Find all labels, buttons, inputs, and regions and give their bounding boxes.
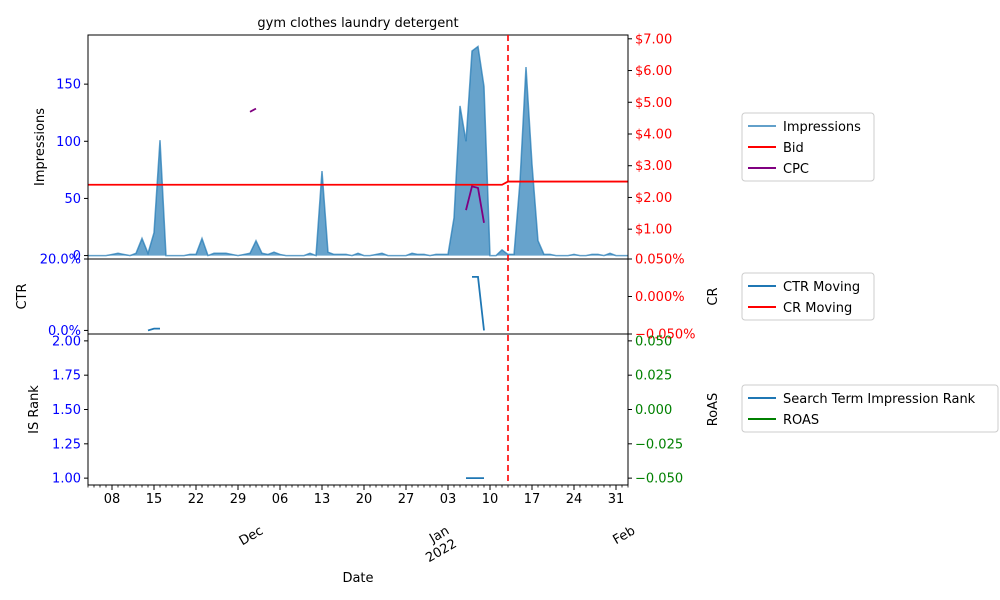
ctr-moving-line-1 <box>472 275 485 331</box>
x-axis: 08 15 22 29 06 13 20 27 03 10 17 24 31 Dec Jan2022 Feb <box>87 485 638 566</box>
right-axis-label: RoAS <box>706 393 721 427</box>
x-month-label-line: Dec <box>237 523 266 549</box>
x-tick-label: 15 <box>146 492 163 507</box>
left-tick-label: 1.75 <box>52 369 81 384</box>
bottom-legend-box <box>741 384 999 433</box>
right-tick-label: 0.025 <box>635 369 672 384</box>
x-tick-label: 27 <box>398 492 415 507</box>
panel-ctr: 0.0% 20.0% −0.050% 0.000% 0.050% CTR CR <box>15 253 721 343</box>
right-tick-label: $7.00 <box>635 32 672 47</box>
left-tick-label: 0.0% <box>48 324 81 339</box>
ctr-moving-line-0 <box>147 327 160 332</box>
chart-title: gym clothes laundry detergent <box>257 16 458 31</box>
x-axis-label: Date <box>342 571 373 586</box>
left-tick-label: 2.00 <box>52 334 81 349</box>
x-month-label-line: Feb <box>611 523 638 548</box>
right-tick-label: $2.00 <box>635 191 672 206</box>
panel-impressions: 0 50 100 150 $1.00 $2.00 $3.00 $4.00 $5.00 $6.00 $… <box>33 32 672 264</box>
legend-entry: ROAS <box>783 413 819 428</box>
left-tick-label: 1.50 <box>52 403 81 418</box>
right-tick-label: $3.00 <box>635 159 672 174</box>
x-tick-label: 29 <box>230 492 247 507</box>
right-tick-label: 0.050 <box>635 334 672 349</box>
right-tick-label: $4.00 <box>635 127 672 142</box>
right-tick-label: −0.050 <box>635 472 683 487</box>
right-tick-label: 0.000 <box>635 403 672 418</box>
x-tick-label: 22 <box>188 492 205 507</box>
cpc-line-0 <box>249 107 257 113</box>
bottom-frame <box>87 333 629 486</box>
x-month-label: Jan2022 <box>416 523 460 566</box>
legend-entry: Bid <box>783 141 804 156</box>
left-tick-label: 100 <box>56 135 81 150</box>
left-tick-label: 0 <box>73 249 81 264</box>
impressions-line <box>88 45 628 257</box>
left-tick-label: 1.25 <box>52 437 81 452</box>
x-tick-label: 13 <box>314 492 331 507</box>
left-axis-label: IS Rank <box>27 385 42 434</box>
legend-entry: Search Term Impression Rank <box>783 392 976 407</box>
x-tick-label: 08 <box>104 492 121 507</box>
legend-entry: CR Moving <box>783 301 852 316</box>
x-tick-label: 24 <box>566 492 583 507</box>
x-month-label: Feb <box>611 523 638 548</box>
right-tick-label: 0.000% <box>635 290 685 305</box>
legend-entry: Impressions <box>783 120 861 135</box>
legends: Impressions Bid CPC CTR Moving CR Moving Sear… <box>741 112 999 433</box>
left-tick-label: 20.0% <box>40 253 81 268</box>
cpc-line-1 <box>465 185 485 223</box>
x-month-label: Dec <box>237 523 266 549</box>
left-axis-label: CTR <box>15 283 30 309</box>
x-tick-label: 31 <box>608 492 625 507</box>
middle-legend-box <box>741 272 875 321</box>
left-tick-label: 50 <box>64 192 81 207</box>
x-tick-label: 17 <box>524 492 541 507</box>
right-tick-label: $6.00 <box>635 64 672 79</box>
bid-line-0 <box>88 180 628 186</box>
legend-entry: CTR Moving <box>783 280 860 295</box>
impressions-area <box>88 46 628 256</box>
right-tick-label: −0.050% <box>635 328 695 343</box>
x-tick-label: 20 <box>356 492 373 507</box>
right-axis-label: CR <box>706 287 721 305</box>
middle-frame <box>87 258 629 335</box>
x-tick-label: 06 <box>272 492 289 507</box>
right-tick-label: 0.050% <box>635 253 685 268</box>
left-tick-label: 1.00 <box>52 472 81 487</box>
x-tick-label: 03 <box>440 492 457 507</box>
right-tick-label: $5.00 <box>635 96 672 111</box>
x-tick-label: 10 <box>482 492 499 507</box>
legend-entry: CPC <box>783 162 809 177</box>
right-tick-label: $1.00 <box>635 223 672 238</box>
panel-is-rank: 1.00 1.25 1.50 1.75 2.00 −0.050 −0.025 0.000 0.0… <box>27 333 721 487</box>
left-axis-label: Impressions <box>33 108 48 186</box>
left-tick-label: 150 <box>56 78 81 93</box>
right-tick-label: −0.025 <box>635 437 683 452</box>
top-frame <box>87 34 629 260</box>
top-legend-box <box>741 112 875 182</box>
